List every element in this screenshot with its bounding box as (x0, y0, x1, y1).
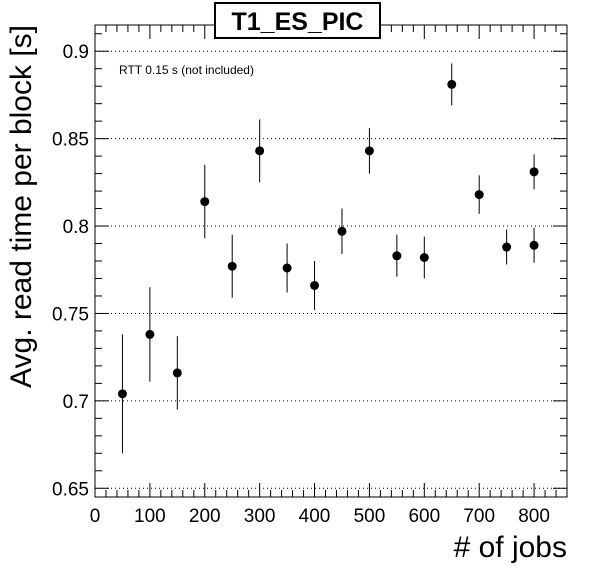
data-point (419, 236, 429, 279)
plot-frame (94, 24, 568, 498)
marker (172, 368, 182, 378)
marker (502, 242, 512, 252)
marker (117, 389, 127, 399)
marker (227, 261, 237, 271)
data-point (200, 164, 210, 239)
marker (419, 253, 429, 263)
x-axis-title: # of jobs (454, 531, 567, 564)
y-tick-label: 0.8 (63, 217, 89, 238)
data-point (145, 287, 155, 382)
x-tick-label: 100 (134, 506, 166, 527)
y-tick-label: 0.9 (63, 42, 89, 63)
y-axis-title: Avg. read time per block [s] (5, 25, 38, 388)
annotation: RTT 0.15 s (not included) (119, 63, 254, 77)
data-point (255, 119, 265, 183)
x-tick-label: 800 (518, 506, 550, 527)
data-point (502, 229, 512, 265)
data-point (392, 234, 402, 277)
marker (145, 329, 155, 339)
x-tick-label: 300 (244, 506, 276, 527)
x-tick-labels: 0 100 200 300 400 500 600 700 800 (90, 506, 550, 527)
data-point (364, 128, 374, 174)
grid-lines (95, 50, 567, 489)
data-point (474, 175, 484, 214)
marker (364, 146, 374, 156)
data-point (172, 336, 182, 410)
marker (447, 79, 457, 89)
marker (529, 240, 539, 250)
x-tick-label: 200 (189, 506, 221, 527)
axis-ticks (94, 25, 568, 497)
y-tick-label: 0.85 (52, 130, 89, 151)
title-frame (214, 2, 381, 39)
data-point (337, 208, 347, 255)
data-point (447, 63, 457, 106)
data-point (310, 261, 320, 310)
data-point (529, 154, 539, 190)
y-tick-label: 0.75 (52, 304, 89, 325)
data-point (282, 243, 292, 293)
x-tick-label: 500 (354, 506, 386, 527)
marker (310, 280, 320, 290)
marker (337, 226, 347, 236)
chart-title: T1_ES_PIC (231, 8, 363, 36)
data-points (117, 63, 539, 454)
marker (474, 190, 484, 200)
x-tick-label: 0 (90, 506, 101, 527)
x-tick-label: 700 (463, 506, 495, 527)
marker (392, 251, 402, 261)
marker (255, 146, 265, 156)
y-tick-labels: 0.65 0.7 0.75 0.8 0.85 0.9 (52, 42, 89, 500)
title-box: T1_ES_PIC (214, 2, 381, 39)
x-tick-label: 400 (299, 506, 331, 527)
marker (282, 263, 292, 273)
marker (529, 167, 539, 177)
marker (200, 197, 210, 207)
data-point (117, 334, 127, 454)
y-tick-label: 0.65 (52, 479, 89, 500)
data-point (529, 227, 539, 263)
x-tick-label: 600 (408, 506, 440, 527)
data-point (227, 234, 237, 298)
y-tick-label: 0.7 (63, 392, 89, 413)
